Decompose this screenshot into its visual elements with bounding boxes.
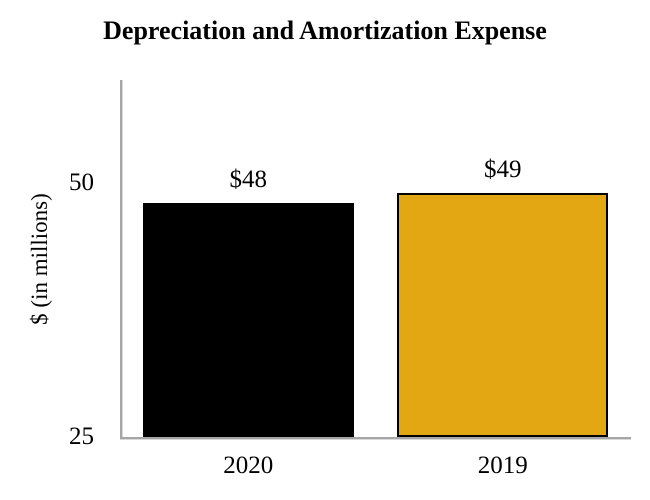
category-label-2019: 2019 [477, 452, 528, 479]
y-axis-line [120, 80, 122, 437]
bar-2020 [142, 203, 354, 437]
category-label-2020: 2020 [223, 452, 274, 479]
value-label-2020: $48 [229, 166, 268, 194]
chart-title: Depreciation and Amortization Expense [103, 16, 547, 45]
x-axis-line [120, 437, 631, 439]
y-tick-label-50: 50 [69, 169, 94, 196]
y-tick-label-25: 25 [69, 423, 94, 450]
bar-2019 [397, 193, 609, 437]
y-axis-title: $ (in millions) [27, 193, 52, 325]
value-label-2019: $49 [484, 156, 522, 184]
